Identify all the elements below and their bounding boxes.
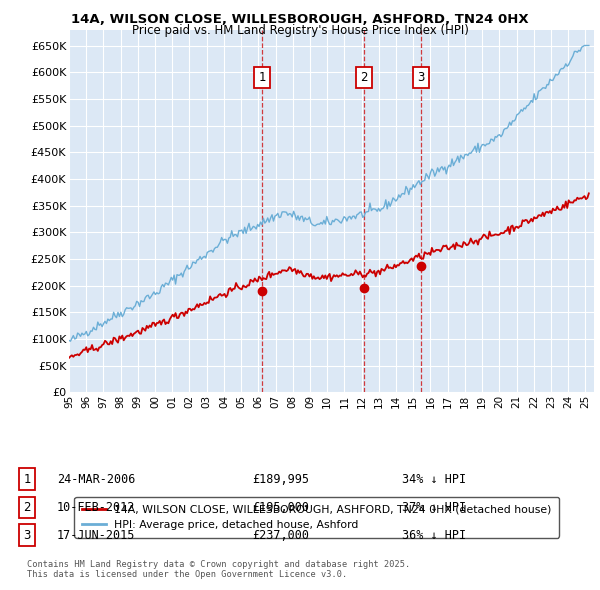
Text: 10-FEB-2012: 10-FEB-2012: [57, 501, 136, 514]
Text: 34% ↓ HPI: 34% ↓ HPI: [402, 473, 466, 486]
Text: 3: 3: [418, 71, 425, 84]
Text: 1: 1: [23, 473, 31, 486]
Text: 3: 3: [23, 529, 31, 542]
Text: 17-JUN-2015: 17-JUN-2015: [57, 529, 136, 542]
Text: Contains HM Land Registry data © Crown copyright and database right 2025.
This d: Contains HM Land Registry data © Crown c…: [27, 560, 410, 579]
Text: 14A, WILSON CLOSE, WILLESBOROUGH, ASHFORD, TN24 0HX: 14A, WILSON CLOSE, WILLESBOROUGH, ASHFOR…: [71, 13, 529, 26]
Text: 2: 2: [23, 501, 31, 514]
Text: £189,995: £189,995: [252, 473, 309, 486]
Text: Price paid vs. HM Land Registry's House Price Index (HPI): Price paid vs. HM Land Registry's House …: [131, 24, 469, 37]
Text: £237,000: £237,000: [252, 529, 309, 542]
Text: 24-MAR-2006: 24-MAR-2006: [57, 473, 136, 486]
Text: 37% ↓ HPI: 37% ↓ HPI: [402, 501, 466, 514]
Legend: 14A, WILSON CLOSE, WILLESBOROUGH, ASHFORD, TN24 0HX (detached house), HPI: Avera: 14A, WILSON CLOSE, WILLESBOROUGH, ASHFOR…: [74, 497, 559, 537]
Text: 2: 2: [360, 71, 367, 84]
Text: 1: 1: [259, 71, 266, 84]
Text: 36% ↓ HPI: 36% ↓ HPI: [402, 529, 466, 542]
Text: £195,000: £195,000: [252, 501, 309, 514]
